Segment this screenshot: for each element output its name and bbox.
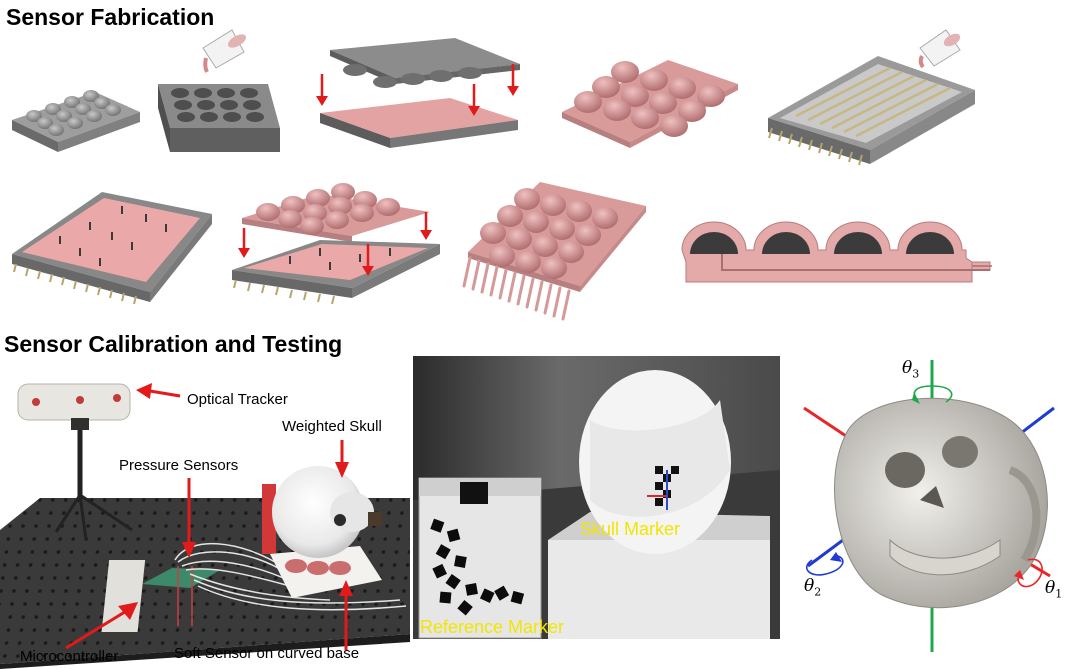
skull-on-sensor [262,466,382,598]
step2-negative-mold [158,29,280,152]
label-skull-marker: Skull Marker [580,519,681,539]
step1-positive-mold [12,90,140,152]
label-theta3: θ3 [902,358,920,381]
label-theta1: θ1 [1045,578,1063,601]
tracking-photo [413,356,780,639]
optical-tracker-device [17,383,133,541]
step3-plate-assembly [316,38,520,148]
step8-finished-sensor [462,182,646,321]
fabrication-illustrations [12,29,992,321]
rotation-axes-diagram [803,360,1055,652]
label-microcontroller: Microcontroller [20,648,119,665]
label-reference-marker: Reference Marker [420,617,565,637]
label-pressure-sensors: Pressure Sensors [119,457,239,474]
microcontroller-board [101,560,220,632]
step5-tube-frame [768,29,975,166]
label-optical-tracker: Optical Tracker [187,391,288,408]
step6-pin-frame [12,192,212,305]
step4-silicone-domes [562,60,738,148]
label-theta2: θ2 [804,576,822,599]
sensor-wires [174,542,407,611]
step7-dome-assembly [232,183,440,305]
pour-cup-icon [202,29,247,73]
calibration-title: Sensor Calibration and Testing [4,331,343,357]
optical-table [0,498,410,669]
step9-cross-section [681,221,992,283]
label-soft-sensor: Soft Sensor on curved base [174,645,360,662]
label-weighted-skull: Weighted Skull [282,418,382,435]
fabrication-title: Sensor Fabrication [6,4,215,30]
pour-cup-icon [918,29,961,69]
